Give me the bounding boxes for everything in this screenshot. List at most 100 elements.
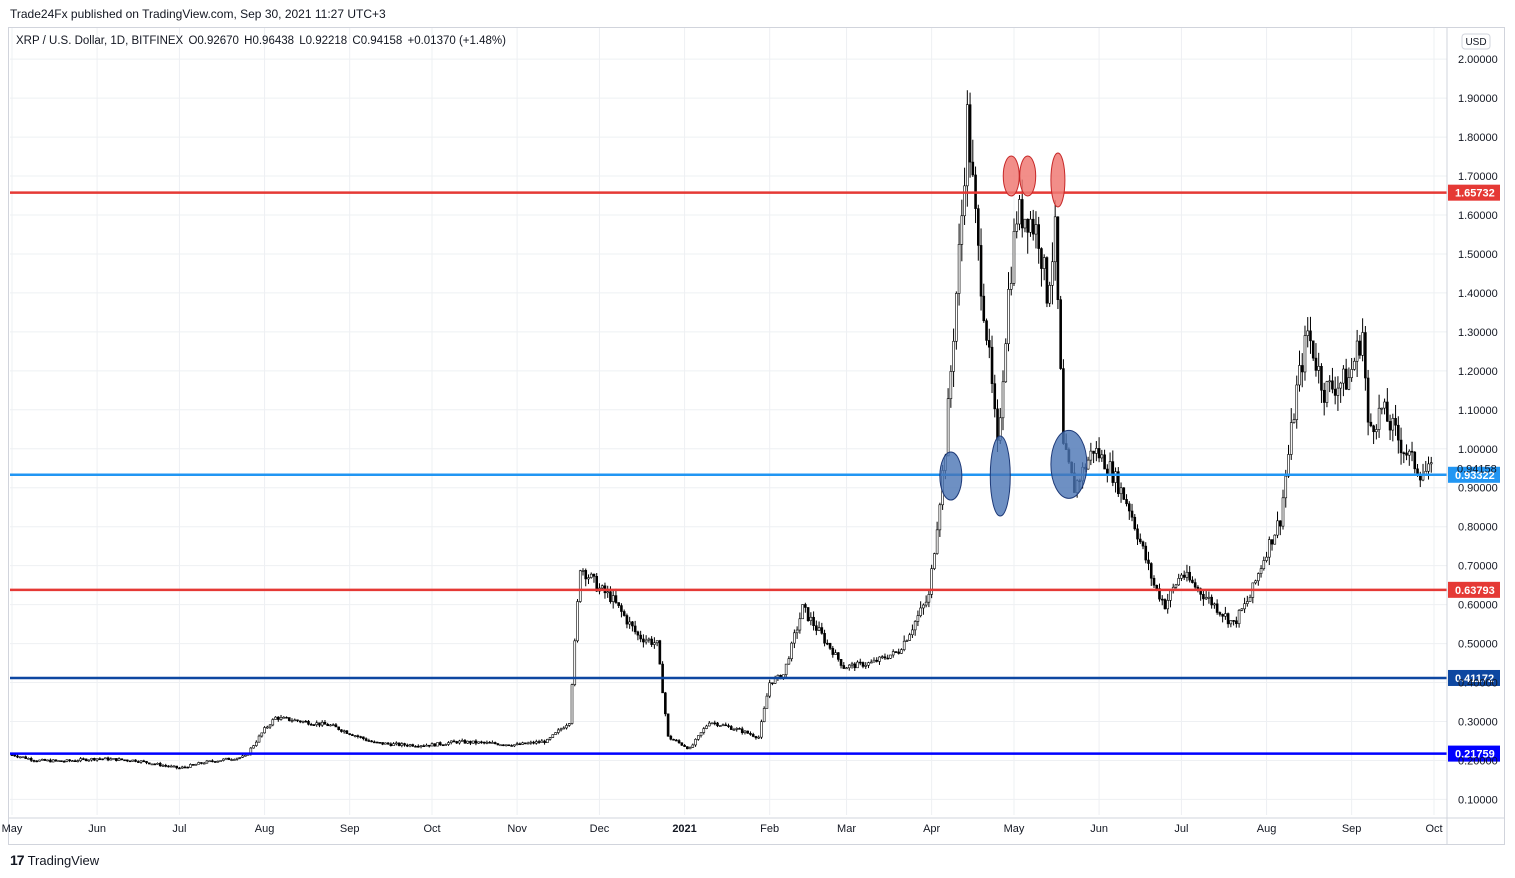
candle-body (145, 761, 148, 764)
x-tick-label: Oct (423, 823, 440, 835)
candle-body (1103, 454, 1106, 470)
candle-body (499, 744, 502, 747)
candle-body (916, 615, 920, 622)
candle-body (460, 740, 464, 742)
candle-body (532, 741, 535, 744)
candle-body (809, 616, 813, 621)
candle-body (150, 763, 154, 766)
candle-body (425, 744, 428, 747)
level-price-tag (1448, 184, 1500, 201)
candle-body (257, 735, 261, 743)
candle-body (480, 741, 483, 744)
candle-body (400, 743, 404, 746)
candle-body (724, 724, 728, 727)
candle-body (375, 741, 379, 744)
candle-body (411, 744, 415, 747)
candle-body (1023, 218, 1027, 229)
candle-body (905, 640, 909, 642)
candle-body (183, 766, 187, 769)
candle-body (1331, 380, 1334, 390)
candle-body (164, 765, 168, 767)
candle-body (298, 720, 302, 723)
candle-body (680, 742, 684, 746)
candle-body (669, 735, 673, 740)
candle-body (32, 760, 36, 762)
candle-body (244, 754, 247, 757)
y-tick-label: 0.70000 (1458, 561, 1498, 573)
horizontal-levels: 1.65732 0.93322 0.63793 0.41172 0.21759 0.941… (10, 184, 1500, 762)
candle-body (839, 659, 843, 666)
candle-body (21, 756, 25, 759)
candle-body (633, 625, 637, 633)
candle-body (1287, 454, 1290, 477)
candle-body (696, 735, 700, 740)
candle-body (397, 742, 401, 746)
candle-body (238, 757, 242, 759)
candle-body (406, 744, 409, 747)
candle-body (985, 320, 988, 341)
candle-body (581, 570, 585, 572)
candle-body (1276, 520, 1279, 536)
candle-body (504, 744, 508, 747)
candle-body (71, 760, 74, 762)
candle-body (650, 638, 653, 645)
candle-body (1248, 597, 1252, 602)
candle-body (304, 720, 308, 723)
candle-body (1388, 421, 1392, 431)
candle-body (864, 664, 868, 667)
candle-body (1042, 257, 1046, 269)
candle-body (65, 759, 69, 762)
candle-body (285, 716, 288, 719)
candle-body (578, 570, 582, 602)
candle-body (845, 667, 848, 670)
x-tick-label: Dec (590, 823, 610, 835)
y-tick-label: 1.50000 (1458, 249, 1498, 261)
candle-body (208, 760, 211, 763)
candle-body (1185, 571, 1189, 578)
candle-body (1180, 574, 1183, 579)
symbol-legend: XRP / U.S. Dollar, 1D, BITFINEX O0.92670… (16, 35, 508, 47)
candle-body (1386, 401, 1389, 422)
candle-body (271, 719, 275, 726)
candle-body (1086, 459, 1090, 470)
candle-body (1141, 541, 1145, 547)
candle-body (1397, 424, 1400, 441)
candle-body (587, 577, 590, 580)
candle-body (1413, 451, 1417, 470)
candle-body (287, 717, 291, 721)
candle-body (691, 744, 695, 748)
candle-body (1155, 584, 1159, 589)
candle-body (1259, 568, 1263, 574)
candle-body (205, 760, 209, 764)
candle-body (1001, 381, 1005, 419)
candle-body (754, 736, 758, 739)
candle-body (713, 722, 717, 725)
candle-body (1429, 462, 1433, 465)
candle-body (320, 721, 324, 726)
candle-body (348, 733, 351, 735)
candle-body (787, 658, 791, 665)
candle-body (491, 742, 494, 744)
level-price-label: 0.21759 (1455, 749, 1495, 761)
candle-body (955, 293, 958, 342)
candle-body (444, 744, 448, 746)
candle-body (515, 743, 519, 746)
candle-body (95, 758, 99, 761)
candle-body (856, 661, 859, 669)
candle-body (263, 727, 266, 734)
candle-body (38, 759, 41, 762)
candle-body (982, 295, 986, 322)
candle-body (535, 741, 538, 744)
candle-body (1427, 463, 1430, 472)
level-price-tag (1448, 466, 1500, 483)
candle-body (1380, 407, 1384, 410)
candle-body (990, 346, 994, 384)
currency-button[interactable] (1461, 33, 1491, 50)
candle-body (469, 740, 472, 744)
legend-change: +0.01370 (+1.48%) (407, 35, 506, 47)
candle-body (156, 762, 159, 765)
candle-body (1202, 594, 1205, 600)
candle-body (1394, 418, 1397, 426)
blue-marker-ellipse (939, 451, 963, 501)
